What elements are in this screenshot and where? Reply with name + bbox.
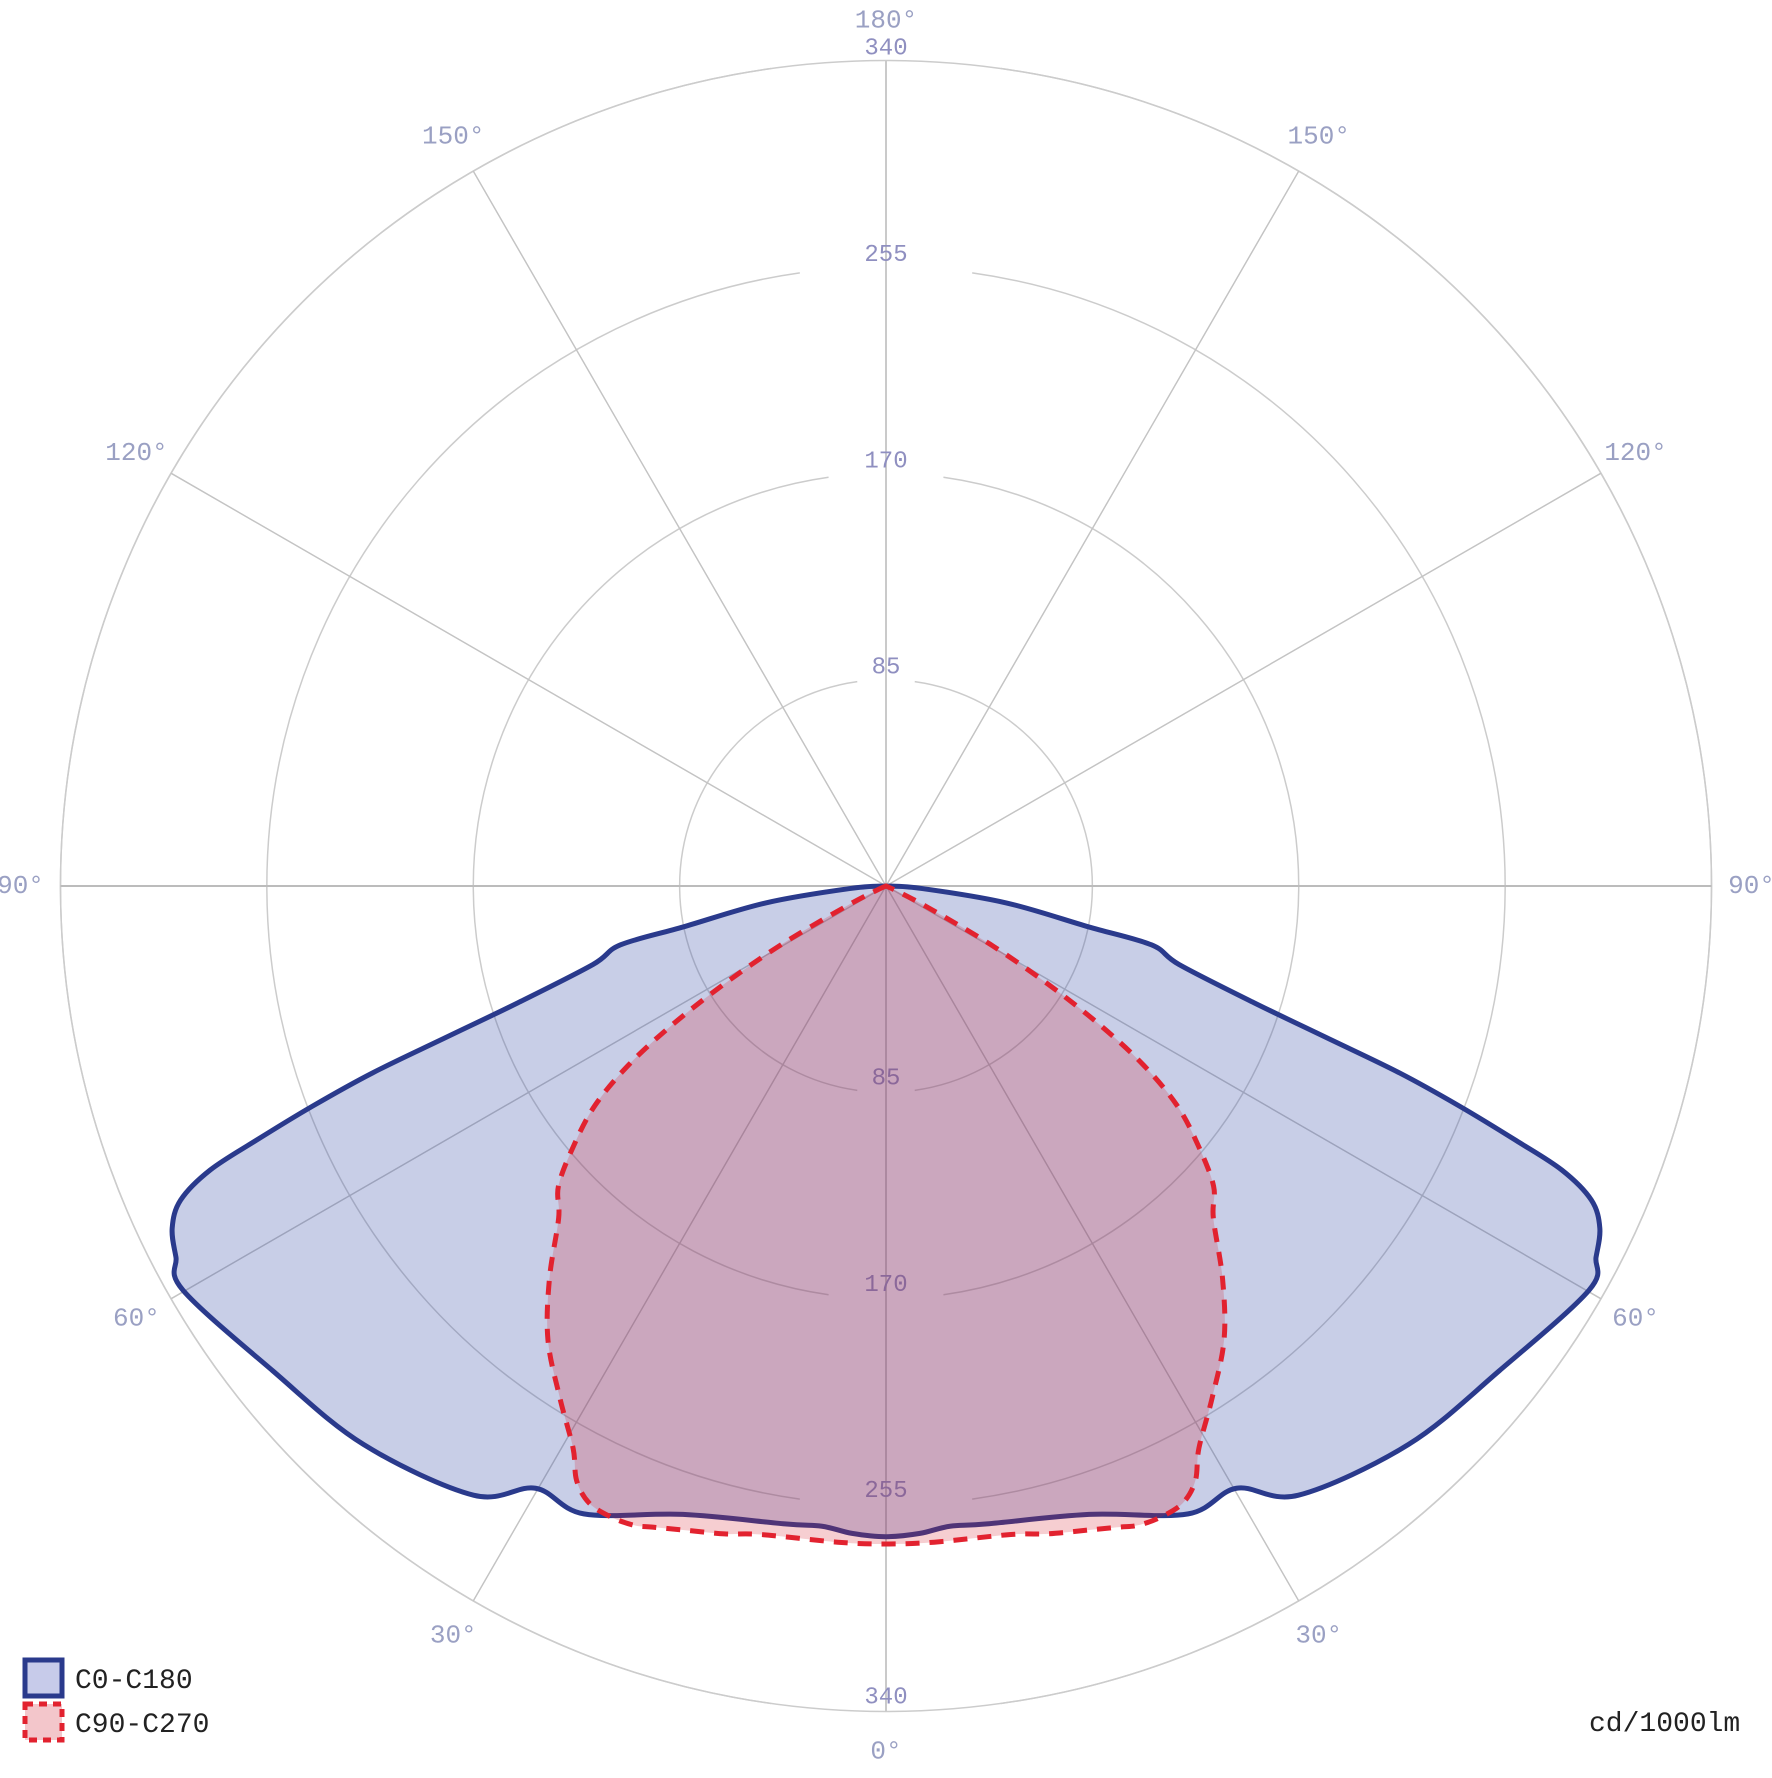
- svg-text:85: 85: [872, 655, 901, 682]
- svg-text:340: 340: [864, 36, 907, 63]
- svg-text:cd/1000lm: cd/1000lm: [1589, 1709, 1740, 1740]
- svg-text:120°: 120°: [105, 438, 167, 468]
- svg-text:180°: 180°: [855, 5, 917, 35]
- svg-text:30°: 30°: [1295, 1620, 1342, 1650]
- svg-text:60°: 60°: [113, 1304, 160, 1334]
- svg-text:30°: 30°: [430, 1620, 477, 1650]
- svg-text:170: 170: [864, 448, 907, 475]
- svg-text:150°: 150°: [1288, 121, 1350, 151]
- svg-text:0°: 0°: [870, 1736, 901, 1766]
- svg-text:90°: 90°: [1728, 871, 1772, 901]
- svg-text:90°: 90°: [0, 871, 44, 901]
- svg-text:150°: 150°: [422, 121, 484, 151]
- svg-text:C90-C270: C90-C270: [75, 1710, 209, 1741]
- svg-text:60°: 60°: [1612, 1304, 1659, 1334]
- svg-text:C0-C180: C0-C180: [75, 1666, 193, 1697]
- svg-text:120°: 120°: [1604, 438, 1666, 468]
- svg-text:340: 340: [864, 1685, 907, 1712]
- svg-text:255: 255: [864, 242, 907, 269]
